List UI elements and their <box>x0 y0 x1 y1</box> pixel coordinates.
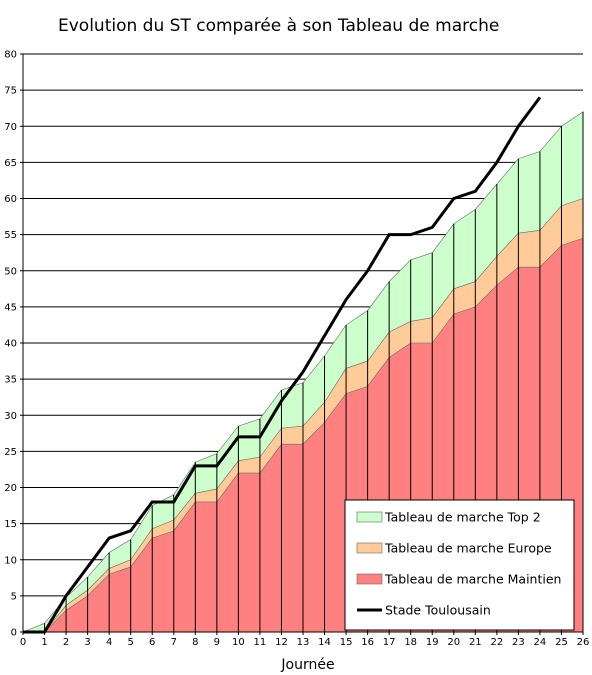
x-tick-label-11: 11 <box>254 637 267 648</box>
x-tick-label-24: 24 <box>534 637 547 648</box>
x-tick-label-9: 9 <box>214 637 220 648</box>
legend-swatch-tableau-de-marche-europe <box>356 542 383 554</box>
legend-swatch-tableau-de-marche-top-2 <box>356 511 383 523</box>
y-tick-labels: 0 5 10 15 20 25 30 35 40 45 50 55 60 65 70 75 80 <box>4 50 23 639</box>
legend-swatch-tableau-de-marche-maintien <box>356 573 383 585</box>
y-tick-label-55: 55 <box>4 230 17 241</box>
x-tick-label-22: 22 <box>490 637 503 648</box>
y-tick-label-65: 65 <box>4 158 17 169</box>
x-tick-label-17: 17 <box>383 637 396 648</box>
y-tick-label-15: 15 <box>4 519 17 530</box>
x-tick-label-12: 12 <box>275 637 288 648</box>
x-tick-label-3: 3 <box>84 637 90 648</box>
x-tick-labels: 0 1 2 3 4 5 6 7 8 9 10 11 12 13 14 15 16 17 18 19 20 21 22 23 24… <box>20 632 590 648</box>
x-tick-label-4: 4 <box>106 637 112 648</box>
x-tick-label-2: 2 <box>63 637 69 648</box>
x-tick-label-23: 23 <box>512 637 525 648</box>
y-tick-label-0: 0 <box>11 628 17 639</box>
y-tick-label-5: 5 <box>11 591 17 602</box>
x-tick-label-5: 5 <box>128 637 134 648</box>
y-tick-label-35: 35 <box>4 375 17 386</box>
y-tick-label-45: 45 <box>4 302 17 313</box>
legend: Tableau de marche Top 2 Tableau de marche… <box>344 499 575 631</box>
x-tick-label-1: 1 <box>41 637 47 648</box>
x-tick-label-19: 19 <box>426 637 439 648</box>
x-tick-label-15: 15 <box>340 637 353 648</box>
y-tick-label-70: 70 <box>4 122 17 133</box>
line-layer <box>23 96 542 634</box>
x-tick-label-18: 18 <box>404 637 417 648</box>
x-tick-label-8: 8 <box>192 637 198 648</box>
y-tick-label-25: 25 <box>4 447 17 458</box>
line-stade-toulousain <box>23 96 542 634</box>
x-tick-label-25: 25 <box>555 637 568 648</box>
y-tick-label-30: 30 <box>4 411 17 422</box>
drop-lines <box>44 111 584 632</box>
y-tick-label-50: 50 <box>4 266 17 277</box>
x-tick-label-26: 26 <box>577 637 590 648</box>
x-axis-label: Journée <box>280 657 334 673</box>
y-tick-label-60: 60 <box>4 194 17 205</box>
legend-label-stade-toulousain: Stade Toulousain <box>385 603 491 618</box>
legend-label-tableau-de-marche-maintien: Tableau de marche Maintien <box>384 572 561 587</box>
x-tick-label-7: 7 <box>171 637 177 648</box>
chart-title: Evolution du ST comparée à son Tableau d… <box>58 16 499 36</box>
x-tick-label-16: 16 <box>361 637 374 648</box>
x-tick-label-0: 0 <box>20 637 26 648</box>
legend-box <box>344 499 575 631</box>
x-tick-label-14: 14 <box>318 637 331 648</box>
y-tick-label-75: 75 <box>4 86 17 97</box>
y-tick-label-40: 40 <box>4 339 17 350</box>
legend-label-tableau-de-marche-europe: Tableau de marche Europe <box>384 541 552 556</box>
legend-label-tableau-de-marche-top-2: Tableau de marche Top 2 <box>384 510 541 525</box>
x-tick-label-6: 6 <box>149 637 155 648</box>
x-tick-label-20: 20 <box>447 637 460 648</box>
x-tick-label-10: 10 <box>232 637 245 648</box>
y-tick-label-10: 10 <box>4 555 17 566</box>
x-tick-label-21: 21 <box>469 637 482 648</box>
x-tick-label-13: 13 <box>297 637 310 648</box>
y-tick-label-80: 80 <box>4 50 17 61</box>
y-tick-label-20: 20 <box>4 483 17 494</box>
